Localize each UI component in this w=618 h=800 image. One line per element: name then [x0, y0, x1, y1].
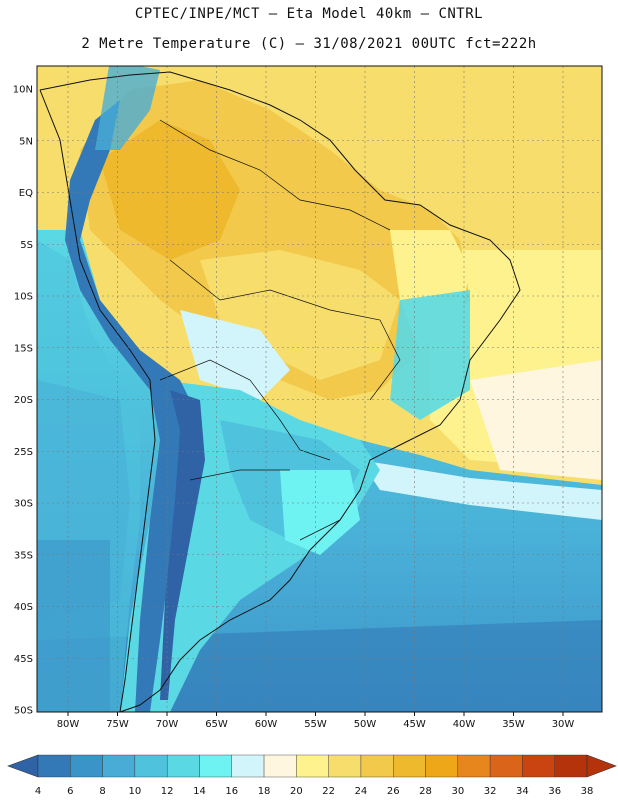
lon-label: 80W — [57, 719, 80, 730]
lon-label: 75W — [106, 719, 129, 730]
colorbar-swatch — [263, 754, 297, 778]
colorbar-tick-label: 14 — [193, 786, 206, 797]
colorbar-swatch — [296, 754, 329, 778]
lat-label: EQ — [19, 188, 33, 199]
colorbar-tick-label: 36 — [548, 786, 561, 797]
map-gridlines — [37, 66, 602, 712]
lat-label: 15S — [14, 343, 33, 354]
lon-label: 65W — [205, 719, 228, 730]
national-borders — [159, 119, 401, 541]
map-title: CPTEC/INPE/MCT – Eta Model 40km – CNTRL — [134, 6, 484, 22]
atlantic-coastline — [39, 71, 521, 712]
lon-label: 45W — [403, 719, 426, 730]
colorbar-tick-label: 4 — [35, 786, 41, 797]
andes-coldest-band — [160, 390, 205, 700]
lat-label: 45S — [14, 654, 33, 665]
pacific-south-band — [37, 540, 110, 712]
map-subtitle: 2 Metre Temperature (C) – 31/08/2021 00U… — [81, 36, 537, 52]
colorbar-tick-label: 8 — [99, 786, 105, 797]
colorbar-tick-label: 26 — [387, 786, 400, 797]
colorbar-tick-label: 10 — [129, 786, 142, 797]
atlantic-22c-zone — [470, 360, 602, 480]
colorbar-left-arrow — [7, 754, 39, 778]
colorbar-tick-label: 6 — [67, 786, 73, 797]
lat-label: 5S — [20, 240, 33, 251]
map-frame — [36, 65, 603, 713]
uruguay-zone — [280, 470, 360, 555]
lat-label: 30S — [14, 499, 33, 510]
colorbar-swatch — [489, 754, 523, 778]
lat-label: 5N — [19, 136, 33, 147]
chaco-cool-zone — [180, 310, 290, 400]
colorbar-tick-label: 22 — [322, 786, 335, 797]
lat-label: 50S — [14, 706, 33, 717]
north-andes-cool — [95, 66, 160, 150]
colorbar-swatch — [102, 754, 136, 778]
lat-label: 10N — [13, 85, 33, 96]
lon-label: 70W — [156, 719, 179, 730]
colorbar-tick-label: 24 — [355, 786, 368, 797]
lat-label: 40S — [14, 602, 33, 613]
lat-label: 10S — [14, 292, 33, 303]
colorbar-swatch — [425, 754, 459, 778]
colorbar-tick-label: 30 — [451, 786, 464, 797]
colorbar-tick-label: 20 — [290, 786, 303, 797]
northwest-hot-zone — [100, 120, 240, 260]
colorbar-swatch — [134, 754, 168, 778]
pacific-coastline — [39, 89, 156, 712]
colorbar-swatch — [70, 754, 103, 778]
colorbar-swatch — [457, 754, 491, 778]
colorbar-swatch — [37, 754, 71, 778]
lon-label: 40W — [453, 719, 476, 730]
lon-label: 50W — [354, 719, 377, 730]
lon-label: 30W — [552, 719, 575, 730]
colorbar-tick-label: 12 — [161, 786, 174, 797]
colorbar-right-arrow — [586, 754, 617, 778]
lon-label: 35W — [502, 719, 525, 730]
andes-cold-band — [65, 100, 200, 712]
central-brazil-zone — [200, 250, 400, 380]
colorbar-swatch — [231, 754, 265, 778]
lon-label: 55W — [304, 719, 327, 730]
colorbar-swatch — [199, 754, 232, 778]
colorbar-tick-label: 16 — [225, 786, 238, 797]
colorbar-tick-label: 34 — [516, 786, 529, 797]
latitude-labels: 10N 5N EQ 5S 10S 15S 20S 25S 30S 35S 40S 45S 50S — [13, 85, 33, 717]
colorbar-swatch — [328, 754, 362, 778]
map-fields — [37, 66, 602, 712]
colorbar-swatch — [360, 754, 394, 778]
colorbar-tick-label: 38 — [581, 786, 594, 797]
longitude-labels: 80W 75W 70W 65W 60W 55W 50W 45W 40W 35W 30W — [57, 712, 575, 730]
lat-label: 25S — [14, 447, 33, 458]
colorbar-swatch — [166, 754, 200, 778]
colorbar-tick-label: 18 — [258, 786, 271, 797]
lat-label: 35S — [14, 550, 33, 561]
colorbar: 4 6 8 10 12 14 16 18 20 22 24 26 28 30 32 34 36 38 — [7, 754, 617, 797]
colorbar-tick-label: 28 — [419, 786, 432, 797]
southeast-cool-zone — [390, 290, 470, 420]
atlantic-20c-band — [360, 460, 602, 520]
lon-label: 60W — [255, 719, 278, 730]
colorbar-tick-label: 32 — [484, 786, 497, 797]
colorbar-swatch — [522, 754, 555, 778]
colorbar-swatch — [554, 754, 588, 778]
lat-label: 20S — [14, 395, 33, 406]
colorbar-swatch — [393, 754, 426, 778]
